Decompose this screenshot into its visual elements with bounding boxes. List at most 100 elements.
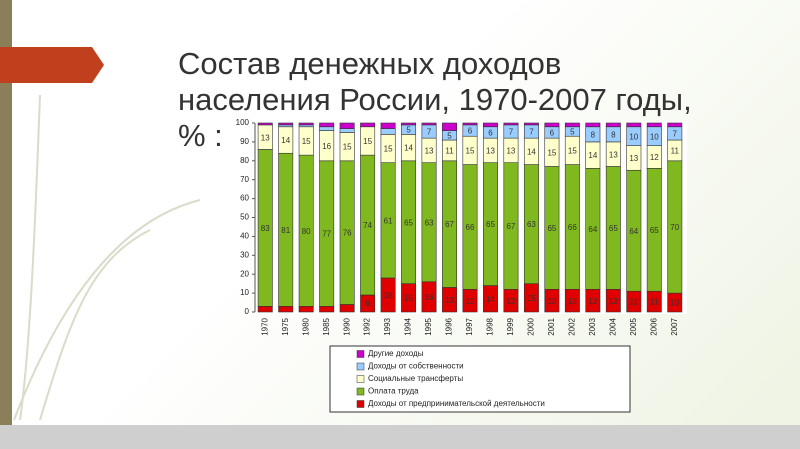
- bar-segment: [360, 122, 376, 128]
- x-tick-label: 1980: [301, 317, 310, 335]
- data-label: 10: [629, 132, 638, 141]
- bar-segment: [585, 122, 601, 128]
- bar-segment: [278, 306, 294, 313]
- x-tick-label: 1975: [281, 317, 290, 335]
- side-bar: [0, 0, 12, 425]
- bar-segment: [401, 122, 417, 126]
- data-label: 6: [488, 129, 493, 138]
- data-label: 14: [486, 295, 495, 304]
- data-label: 13: [506, 147, 515, 156]
- y-tick-label: 90: [240, 137, 249, 146]
- bar-segment: [339, 122, 355, 129]
- data-label: 10: [670, 299, 679, 308]
- bar-segment: [483, 122, 498, 128]
- y-tick-label: 60: [240, 194, 249, 203]
- bottom-band: [0, 425, 800, 449]
- data-label: 14: [404, 144, 413, 153]
- data-label: 15: [404, 294, 413, 303]
- data-label: 11: [671, 147, 680, 156]
- data-label: 13: [261, 133, 270, 142]
- x-tick-label: 2004: [608, 317, 617, 335]
- data-label: 12: [609, 297, 618, 306]
- data-label: 11: [445, 147, 454, 156]
- x-tick-label: 1992: [363, 317, 372, 335]
- data-label: 12: [547, 297, 556, 306]
- data-label: 11: [650, 298, 659, 307]
- data-label: 64: [588, 225, 597, 234]
- bar-segment: [564, 122, 580, 128]
- bar-segment: [278, 122, 294, 126]
- legend: [329, 345, 631, 413]
- y-tick-label: 20: [240, 269, 249, 278]
- data-label: 12: [466, 297, 475, 306]
- data-label: 5: [447, 131, 452, 140]
- data-label: 66: [568, 223, 577, 232]
- x-tick-label: 2001: [547, 317, 556, 335]
- data-label: 14: [281, 136, 290, 145]
- data-label: 74: [363, 221, 372, 230]
- data-label: 9: [365, 300, 370, 309]
- data-label: 64: [629, 227, 638, 236]
- x-tick-label: 1995: [424, 317, 433, 335]
- data-label: 15: [568, 147, 577, 156]
- data-label: 13: [486, 147, 495, 156]
- bar-segment: [442, 122, 457, 131]
- data-label: 7: [427, 128, 432, 137]
- data-label: 8: [611, 130, 616, 139]
- data-label: 77: [322, 230, 331, 239]
- data-label: 65: [650, 226, 659, 235]
- x-tick-label: 1997: [465, 317, 474, 335]
- x-tick-label: 2003: [588, 317, 597, 335]
- legend-label: Социальные трансферты: [368, 374, 463, 383]
- data-label: 15: [384, 145, 393, 154]
- bar-segment: [667, 122, 683, 128]
- x-tick-label: 1985: [322, 317, 331, 335]
- bar-segment: [380, 122, 396, 129]
- y-tick-label: 40: [240, 232, 249, 241]
- data-label: 7: [529, 128, 534, 137]
- bar-segment: [257, 122, 273, 126]
- data-label: 15: [527, 294, 536, 303]
- data-label: 13: [609, 150, 618, 159]
- bar-segment: [503, 122, 519, 126]
- data-label: 83: [261, 224, 270, 233]
- data-label: 7: [509, 128, 514, 137]
- data-label: 15: [302, 137, 311, 146]
- bar-segment: [421, 122, 437, 126]
- legend-label: Доходы от предпринимательской деятельнос…: [368, 399, 545, 408]
- legend-swatch: [356, 387, 365, 396]
- data-label: 66: [466, 223, 475, 232]
- x-tick-label: 1999: [506, 317, 515, 335]
- bar-segment: [462, 122, 478, 126]
- x-tick-label: 1994: [404, 317, 413, 335]
- legend-swatch: [356, 350, 365, 358]
- y-tick-label: 0: [245, 307, 250, 316]
- bar-segment: [339, 304, 355, 313]
- y-tick-label: 30: [240, 250, 249, 259]
- data-label: 10: [650, 132, 659, 141]
- data-label: 13: [629, 154, 638, 163]
- data-label: 12: [650, 153, 659, 162]
- data-label: 15: [547, 148, 556, 157]
- data-label: 67: [506, 222, 515, 231]
- slide-title: Состав денежных доходов населения России…: [178, 46, 692, 153]
- legend-label: Доходы от собственности: [368, 362, 464, 371]
- data-label: 63: [425, 218, 434, 227]
- x-tick-label: 2005: [629, 317, 638, 335]
- data-label: 14: [527, 147, 536, 156]
- data-label: 70: [670, 223, 679, 232]
- data-label: 61: [384, 216, 393, 225]
- bar-segment: [298, 122, 314, 126]
- data-label: 16: [322, 142, 331, 151]
- data-label: 65: [609, 224, 618, 233]
- y-tick-label: 70: [240, 175, 249, 184]
- legend-label: Оплата труда: [368, 387, 419, 396]
- data-label: 6: [550, 129, 555, 138]
- data-label: 16: [425, 293, 434, 302]
- data-label: 65: [547, 224, 556, 233]
- data-label: 65: [486, 220, 495, 229]
- y-tick-label: 80: [240, 156, 249, 165]
- x-tick-label: 1996: [445, 317, 454, 335]
- data-label: 13: [445, 296, 454, 305]
